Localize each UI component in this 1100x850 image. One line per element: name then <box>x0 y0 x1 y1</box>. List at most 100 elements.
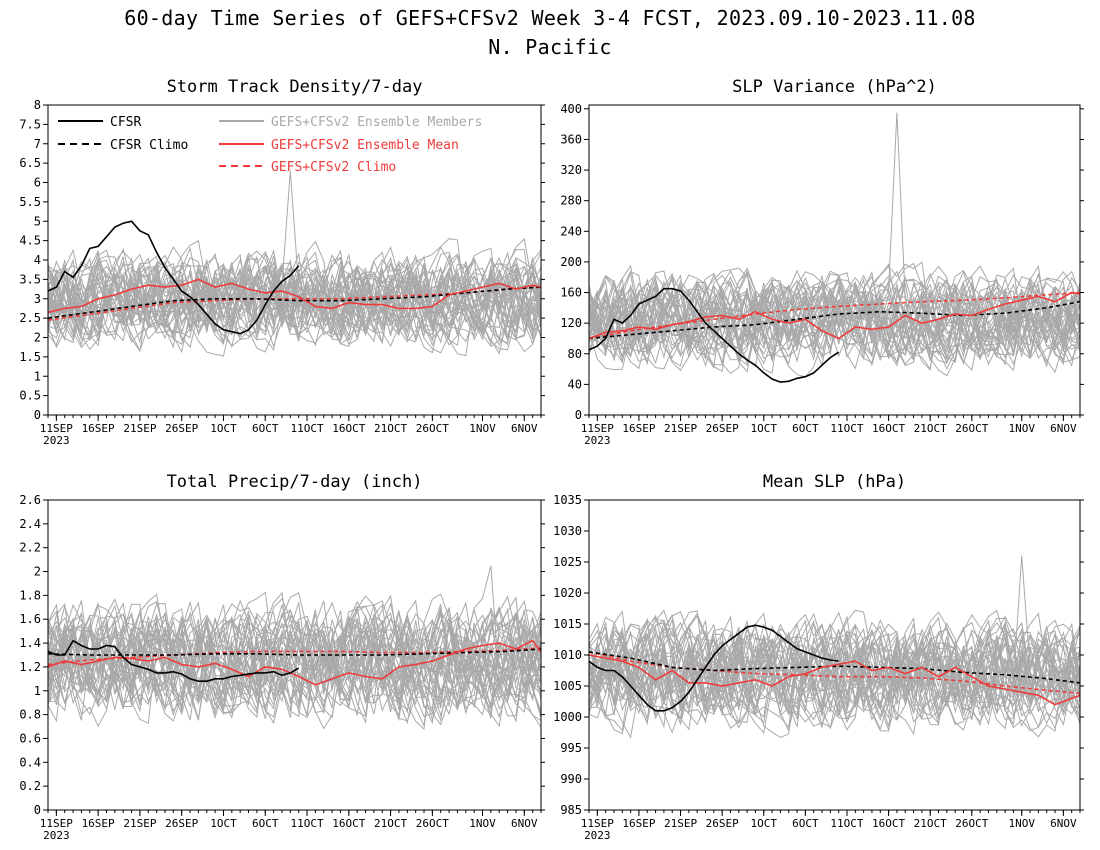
ensemble-member-line <box>589 613 1080 720</box>
series-line-gefs-cfsv2-ensemble-mean <box>589 291 1080 340</box>
y-tick-label: 2 <box>34 565 41 579</box>
ensemble-member-line <box>48 601 541 728</box>
y-tick-label: 0 <box>34 803 41 817</box>
y-tick-label: 0.8 <box>19 708 41 722</box>
x-tick-label: 6OCT <box>252 817 279 830</box>
y-tick-label: 400 <box>560 102 582 116</box>
y-tick-label: 7.5 <box>19 117 41 131</box>
y-tick-label: 1020 <box>553 586 582 600</box>
x-tick-label: 26SEP <box>706 817 739 830</box>
figure-subtitle: N. Pacific <box>488 35 612 59</box>
series-line-gefs-cfsv2-ensemble-mean <box>48 278 541 314</box>
y-tick-label: 80 <box>568 347 582 361</box>
legend: CFSR CFSR Climo GEFS+CFSv2 Ensemble Member… <box>58 115 482 175</box>
x-tick-label: 16SEP <box>82 817 115 830</box>
x-tick-label: 21OCT <box>914 817 947 830</box>
y-tick-label: 0 <box>34 408 41 422</box>
y-tick-label: 5.5 <box>19 195 41 209</box>
x-tick-label: 11SEP <box>40 817 73 830</box>
y-tick-label: 1035 <box>553 493 582 507</box>
y-tick-label: 2.6 <box>19 493 41 507</box>
x-tick-label: 1NOV <box>1008 422 1035 435</box>
ensemble-member-line <box>48 616 541 731</box>
chart-panel-4: Mean SLP (hPa) 985 990 995 1000 1005 1010 1015 1… <box>553 472 1084 842</box>
x-tick-label: 16OCT <box>872 422 905 435</box>
x-tick-label: 21OCT <box>914 422 947 435</box>
y-tick-label: 1.2 <box>19 660 41 674</box>
ensemble-member-line <box>589 614 1080 738</box>
panel-title: Total Precip/7-day (inch) <box>167 472 423 492</box>
y-tick-label: 0.2 <box>19 779 41 793</box>
ensemble-member-line <box>48 250 541 351</box>
x-tick-label: 26OCT <box>955 817 988 830</box>
series-line-cfsr-climo <box>589 651 1080 684</box>
x-tick-label: 16SEP <box>622 817 655 830</box>
y-tick-label: 0 <box>575 408 582 422</box>
ensemble-member-line <box>48 602 541 719</box>
y-tick-label: 240 <box>560 224 582 238</box>
x-tick-label: 11OCT <box>290 422 323 435</box>
ensemble-member-line <box>589 283 1080 372</box>
ensemble-member-line <box>589 278 1080 372</box>
series-line-cfsr <box>589 624 839 712</box>
x-tick-label: 26SEP <box>706 422 739 435</box>
x-tick-label: 11SEP <box>40 422 73 435</box>
ensemble-member-line <box>589 263 1080 375</box>
y-tick-label: 1025 <box>553 555 582 569</box>
x-tick-label: 21SEP <box>123 817 156 830</box>
ensemble-member-line <box>589 622 1080 727</box>
plot-area <box>589 112 1080 383</box>
ensemble-member-line <box>48 600 541 715</box>
x-tick-label: 21SEP <box>123 422 156 435</box>
x-tick-label: 1OCT <box>751 422 778 435</box>
series-line-gefs-cfsv2-ensemble-mean <box>589 654 1080 706</box>
y-tick-label: 1.5 <box>19 350 41 364</box>
y-tick-label: 200 <box>560 255 582 269</box>
y-tick-label: 8 <box>34 98 41 112</box>
y-tick-label: 0.6 <box>19 731 41 745</box>
chart-panel-2: SLP Variance (hPa^2) 0 40 80 120 160 200 240 280… <box>560 77 1084 447</box>
x-tick-label: 16SEP <box>82 422 115 435</box>
x-tick-label: 6OCT <box>252 422 279 435</box>
series-line-gefs-cfsv2-ensemble-mean <box>48 639 541 686</box>
y-tick-label: 1.6 <box>19 612 41 626</box>
x-year-label: 2023 <box>584 829 611 842</box>
ensemble-member-line <box>48 246 541 352</box>
ensemble-member-line <box>48 596 541 712</box>
plot-frame <box>47 499 542 811</box>
y-tick-label: 120 <box>560 316 582 330</box>
x-tick-label: 11OCT <box>830 817 863 830</box>
x-tick-label: 16OCT <box>872 817 905 830</box>
series-line-gefs-cfsv2-climo <box>48 286 541 321</box>
ensemble-member-line <box>589 615 1080 726</box>
y-tick-label: 40 <box>568 377 582 391</box>
y-tick-label: 160 <box>560 286 582 300</box>
x-tick-label: 21OCT <box>374 422 407 435</box>
x-tick-label: 6NOV <box>1050 422 1077 435</box>
y-tick-label: 5 <box>34 214 41 228</box>
ensemble-member-line <box>589 615 1080 727</box>
ensemble-member-line <box>48 256 541 348</box>
x-tick-label: 11SEP <box>581 817 614 830</box>
x-tick-label: 11OCT <box>290 817 323 830</box>
x-tick-label: 6NOV <box>511 817 538 830</box>
x-tick-label: 6NOV <box>1050 817 1077 830</box>
y-tick-label: 1 <box>34 369 41 383</box>
x-tick-label: 1OCT <box>210 422 237 435</box>
x-tick-label: 16SEP <box>622 422 655 435</box>
x-tick-label: 21SEP <box>664 422 697 435</box>
ensemble-member-line <box>589 621 1080 730</box>
ensemble-member-line <box>48 253 541 353</box>
x-tick-label: 11OCT <box>830 422 863 435</box>
y-tick-label: 1.4 <box>19 636 41 650</box>
series-line-cfsr <box>589 287 840 383</box>
y-tick-label: 985 <box>560 803 582 817</box>
chart-panel-1: Storm Track Density/7-day 0 0.5 1 1.5 2 2.5 3 3.… <box>19 77 545 447</box>
panel-title: Mean SLP (hPa) <box>763 472 906 492</box>
y-tick-label: 3.5 <box>19 272 41 286</box>
y-tick-label: 4.5 <box>19 234 41 248</box>
y-tick-label: 360 <box>560 132 582 146</box>
y-tick-label: 1000 <box>553 710 582 724</box>
y-tick-label: 1 <box>34 684 41 698</box>
